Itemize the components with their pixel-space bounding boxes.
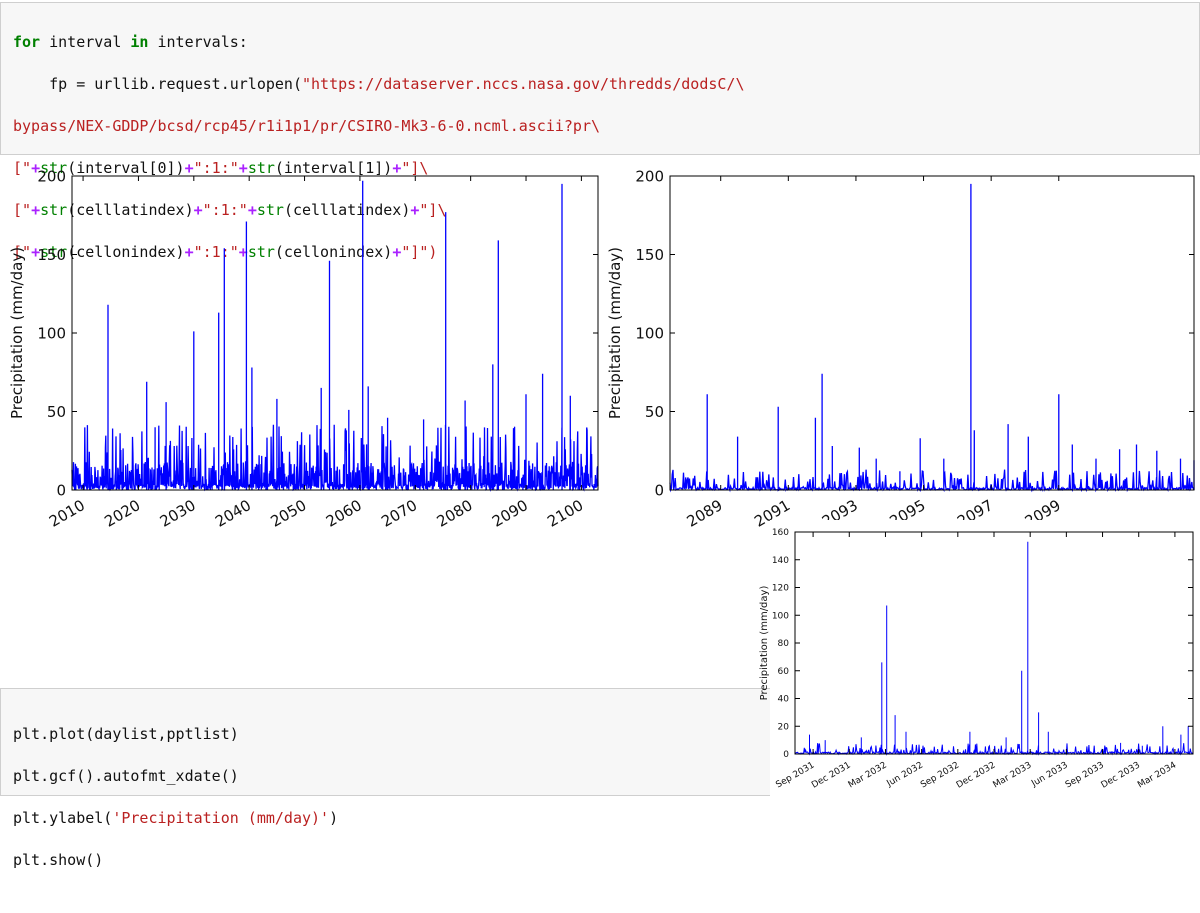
code-builtin: str [256,201,284,219]
code-operator: + [410,201,420,219]
x-tick-label: Sep 2032 [919,760,961,790]
code-token: (celllatindex) [67,201,194,219]
code-builtin: str [247,159,275,177]
keyword-in: in [130,33,149,51]
x-tick-label: Dec 2033 [1100,760,1142,790]
y-tick-label: 200 [37,167,66,185]
data-series-line [794,541,1194,756]
y-tick-label: 100 [772,611,789,621]
code-builtin: str [40,243,68,261]
code-string: ":1:" [193,159,239,177]
y-tick-label: 140 [772,556,789,566]
code-token: (celllatindex) [283,201,411,219]
code-token: plt.ylabel( [13,809,113,827]
code-line-2: fp = urllib.request.urlopen("https://dat… [13,74,745,95]
code-string: ":1:" [193,243,239,261]
code-string: [" [13,159,32,177]
y-axis-label: Precipitation (mm/day) [606,247,624,419]
y-tick-label: 0 [783,750,789,760]
code-string: [" [13,243,32,261]
x-tick-label: Dec 2031 [810,760,852,790]
y-tick-label: 150 [635,246,664,264]
code-string: 'Precipitation (mm/day)' [112,809,330,827]
code-operator: + [392,159,402,177]
code-string: "]\ [419,201,447,219]
y-tick-label: 0 [654,481,664,499]
y-tick-label: 160 [772,528,789,538]
y-tick-label: 150 [37,246,66,264]
code-token: (interval[0]) [67,159,185,177]
y-tick-label: 60 [778,667,790,677]
code-line-autofmt: plt.gcf().autofmt_xdate() [13,767,239,785]
y-axis-label: Precipitation (mm/day) [8,247,26,419]
data-series-line [669,183,1195,493]
code-token: (cellonindex) [67,243,185,261]
x-tick-label: Sep 2033 [1064,760,1106,790]
code-string: "]") [401,243,438,261]
code-operator: + [184,243,194,261]
x-tick-label: Dec 2032 [955,760,997,790]
code-string: "https://dataserver.nccs.nasa.gov/thredd… [301,75,745,93]
code-token: interval [49,33,122,51]
code-operator: + [184,159,194,177]
y-tick-label: 80 [778,639,790,649]
code-line-6: ["+str(cellonindex)+":1:"+str(celloninde… [13,242,745,263]
y-tick-label: 50 [645,403,664,421]
code-string: "]\ [401,159,429,177]
code-operator: + [392,243,402,261]
code-string: bypass/NEX-GDDP/bcsd/rcp45/r1i1p1/pr/CSI… [13,117,600,135]
y-tick-label: 40 [778,695,790,705]
x-tick-label: Sep 2031 [774,760,816,790]
y-tick-label: 100 [635,324,664,342]
x-tick-label: Mar 2033 [991,760,1033,790]
code-line-1: for interval in intervals: [13,32,745,53]
y-tick-label: 120 [772,584,789,594]
code-line-ylabel: plt.ylabel('Precipitation (mm/day)') [13,808,338,829]
code-cell-top[interactable]: for interval in intervals: fp = urllib.r… [0,2,1200,261]
code-operator: + [31,201,41,219]
data-series-line [71,180,599,492]
y-tick-label: 200 [635,167,664,185]
keyword-for: for [13,33,41,51]
code-line-plot: plt.plot(daylist,pptlist) [13,725,239,743]
code-token: ) [329,809,339,827]
code-token: fp = urllib.request.urlopen( [13,75,302,93]
y-tick-label: 20 [778,722,790,732]
y-tick-label: 50 [47,403,66,421]
y-tick-label: 100 [37,324,66,342]
plot-frame [794,531,1194,755]
code-token: intervals: [157,33,248,51]
code-operator: + [31,159,41,177]
code-string: ":1:" [202,201,248,219]
code-operator: + [238,159,248,177]
code-line-4: ["+str(interval[0])+":1:"+str(interval[1… [13,158,745,179]
y-axis-label: Precipitation (mm/day) [759,586,770,701]
x-tick-label: Mar 2032 [847,760,889,790]
x-tick-label: Jun 2033 [1029,760,1069,789]
code-operator: + [247,201,257,219]
code-operator: + [238,243,248,261]
y-tick-label: 0 [56,481,66,499]
code-operator: + [193,201,203,219]
code-string: [" [13,201,32,219]
code-builtin: str [40,201,68,219]
x-tick-label: Mar 2034 [1136,760,1178,790]
code-operator: + [31,243,41,261]
code-line-3: bypass/NEX-GDDP/bcsd/rcp45/r1i1p1/pr/CSI… [13,116,745,137]
code-builtin: str [40,159,68,177]
code-line-show: plt.show() [13,851,104,869]
code-line-5: ["+str(celllatindex)+":1:"+str(celllatin… [13,200,745,221]
code-token: (interval[1]) [274,159,393,177]
x-tick-label: Jun 2032 [885,760,925,789]
code-builtin: str [247,243,275,261]
